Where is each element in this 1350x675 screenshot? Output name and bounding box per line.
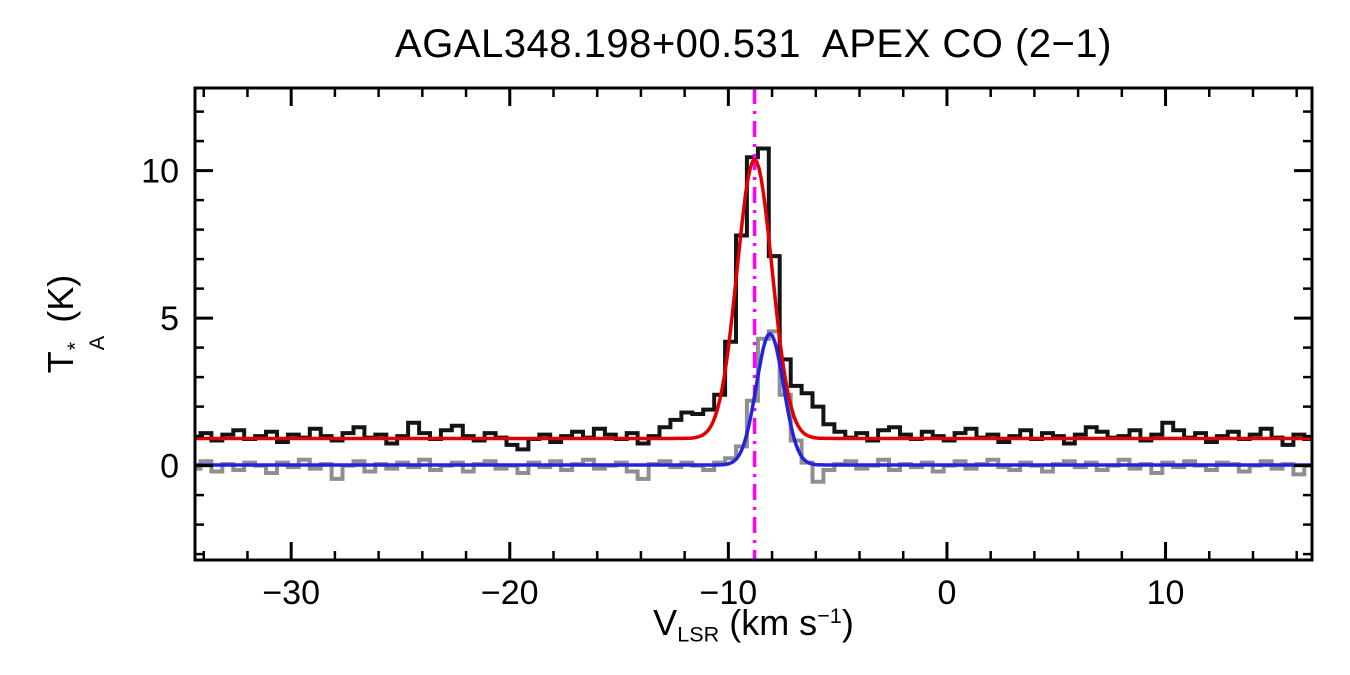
y-axis-label-subscript: A [84,335,110,351]
plot-frame [193,86,1314,562]
x-tick-label: 0 [937,574,956,612]
y-tick-label: 10 [141,153,179,191]
plot-data-layer [195,88,1312,560]
x-axis-label: VLSR (km s−1) [195,602,1312,647]
y-axis-label-symbol: T [39,351,81,374]
chart-title: AGAL348.198+00.531 APEX CO (2−1) [395,22,1112,66]
x-axis-label-superscript: −1 [817,603,842,629]
y-axis-label-subsup: * A [62,335,110,351]
x-axis-label-subscript: LSR [677,621,720,647]
y-axis-label-superscript: * [62,341,88,351]
x-tick-label: −20 [481,574,539,612]
y-tick-label: 5 [160,300,179,338]
gaussian-fit-red [195,157,1312,441]
observed-spectrum-black-histogram [195,146,1312,452]
x-tick-label: −30 [262,574,320,612]
x-axis-label-symbol: V [653,602,678,643]
y-axis-label: T * A (K) [39,274,110,374]
x-tick-label: 10 [1147,574,1185,612]
gaussian-fit-blue [195,331,1312,467]
x-tick-label: −10 [700,574,758,612]
y-tick-label: 0 [160,448,179,486]
x-axis-label-units: (km s [719,602,818,643]
x-axis-label-close: ) [841,602,854,643]
y-axis-label-units: (K) [39,274,81,333]
